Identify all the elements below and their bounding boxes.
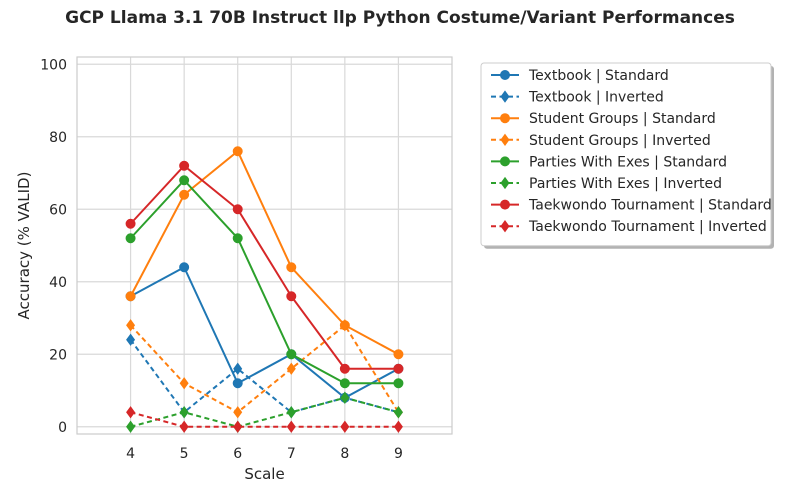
legend-entry: Textbook | Standard bbox=[491, 68, 669, 84]
data-point bbox=[340, 319, 350, 332]
y-axis-label: Accuracy (% VALID) bbox=[15, 172, 33, 320]
data-point bbox=[126, 420, 136, 433]
legend-marker bbox=[500, 176, 510, 190]
series-4 bbox=[125, 175, 404, 389]
legend-marker bbox=[500, 156, 510, 167]
legend-marker bbox=[500, 70, 510, 80]
legend-entry: Textbook | Inverted bbox=[491, 90, 664, 106]
data-point bbox=[179, 420, 189, 433]
legend-marker bbox=[500, 199, 510, 210]
data-point bbox=[339, 378, 350, 389]
legend-label: Taekwondo Tournament | Standard bbox=[528, 198, 772, 214]
series-0 bbox=[125, 262, 404, 403]
legend-entry: Student Groups | Standard bbox=[491, 111, 716, 127]
data-point bbox=[393, 363, 404, 374]
series-line bbox=[130, 396, 399, 428]
data-point bbox=[232, 204, 243, 215]
x-tick-label: 7 bbox=[287, 446, 296, 462]
data-point bbox=[232, 146, 243, 157]
data-point bbox=[233, 420, 243, 433]
data-point bbox=[179, 377, 189, 390]
series-3 bbox=[126, 319, 403, 419]
series-7 bbox=[126, 406, 403, 433]
data-point bbox=[233, 406, 243, 419]
x-tick-label: 6 bbox=[233, 446, 242, 462]
series-line bbox=[130, 265, 399, 399]
data-point bbox=[339, 363, 350, 374]
series-line bbox=[129, 178, 399, 385]
data-point bbox=[126, 333, 136, 346]
legend-label: Student Groups | Inverted bbox=[529, 133, 711, 149]
x-tick-label: 4 bbox=[126, 446, 135, 462]
legend-label: Student Groups | Standard bbox=[529, 111, 716, 127]
legend-entry: Parties With Exes | Standard bbox=[491, 154, 727, 170]
series-line bbox=[129, 164, 399, 370]
data-point bbox=[179, 262, 190, 273]
series-line bbox=[129, 149, 399, 356]
y-tick-label: 20 bbox=[49, 347, 67, 363]
series-6 bbox=[125, 160, 404, 374]
y-axis-ticks: 0 20 40 60 80 100 bbox=[40, 57, 67, 436]
data-point bbox=[286, 420, 296, 433]
data-point bbox=[393, 378, 404, 389]
series-line bbox=[130, 411, 399, 428]
grid-lines bbox=[77, 57, 452, 434]
x-axis-label: Scale bbox=[244, 465, 284, 483]
data-point bbox=[286, 349, 297, 360]
plot-area bbox=[76, 56, 453, 435]
x-tick-label: 5 bbox=[180, 446, 189, 462]
data-point bbox=[286, 362, 296, 375]
x-tick-label: 8 bbox=[340, 446, 349, 462]
legend-label: Parties With Exes | Standard bbox=[529, 154, 727, 170]
y-tick-label: 80 bbox=[49, 130, 67, 146]
legend-entry: Parties With Exes | Inverted bbox=[491, 176, 722, 192]
series-1 bbox=[126, 333, 403, 419]
legend: Textbook | Standard Textbook | Inverted St… bbox=[480, 62, 774, 249]
legend-box bbox=[480, 62, 772, 247]
data-point bbox=[125, 218, 136, 229]
data-point bbox=[286, 262, 297, 273]
data-point bbox=[233, 362, 243, 375]
data-point bbox=[179, 175, 190, 186]
data-point bbox=[286, 406, 296, 419]
data-point bbox=[340, 420, 350, 433]
data-point bbox=[340, 391, 350, 404]
data-point bbox=[232, 233, 243, 244]
y-tick-label: 40 bbox=[49, 275, 67, 291]
y-tick-label: 100 bbox=[40, 57, 67, 73]
legend-marker bbox=[500, 133, 510, 146]
data-point bbox=[393, 420, 403, 433]
data-point bbox=[179, 406, 189, 419]
series-layer bbox=[125, 146, 404, 433]
legend-marker bbox=[500, 220, 510, 233]
data-point bbox=[126, 406, 136, 419]
y-tick-label: 60 bbox=[49, 202, 67, 218]
chart-title: GCP Llama 3.1 70B Instruct llp Python Co… bbox=[65, 8, 735, 28]
legend-label: Textbook | Inverted bbox=[528, 90, 664, 106]
x-tick-label: 9 bbox=[394, 446, 403, 462]
legend-marker bbox=[500, 113, 510, 124]
y-tick-label: 0 bbox=[58, 420, 67, 436]
data-point bbox=[125, 291, 136, 302]
legend-entry: Taekwondo Tournament | Standard bbox=[491, 198, 772, 214]
legend-label: Textbook | Standard bbox=[528, 68, 669, 84]
series-line bbox=[129, 323, 400, 414]
data-point bbox=[393, 349, 404, 360]
legend-entry: Taekwondo Tournament | Inverted bbox=[491, 219, 767, 235]
legend-marker bbox=[500, 90, 510, 103]
data-point bbox=[125, 233, 136, 244]
legend-label: Parties With Exes | Inverted bbox=[529, 176, 722, 192]
data-point bbox=[286, 291, 297, 302]
data-point bbox=[179, 160, 190, 171]
data-point bbox=[232, 378, 243, 389]
data-point bbox=[393, 406, 403, 419]
data-point bbox=[179, 189, 190, 200]
series-line bbox=[129, 339, 399, 414]
data-point bbox=[126, 319, 136, 332]
legend-entry: Student Groups | Inverted bbox=[491, 133, 711, 149]
x-axis-ticks: 4 5 6 7 8 9 bbox=[126, 446, 403, 462]
legend-label: Taekwondo Tournament | Inverted bbox=[528, 219, 767, 235]
